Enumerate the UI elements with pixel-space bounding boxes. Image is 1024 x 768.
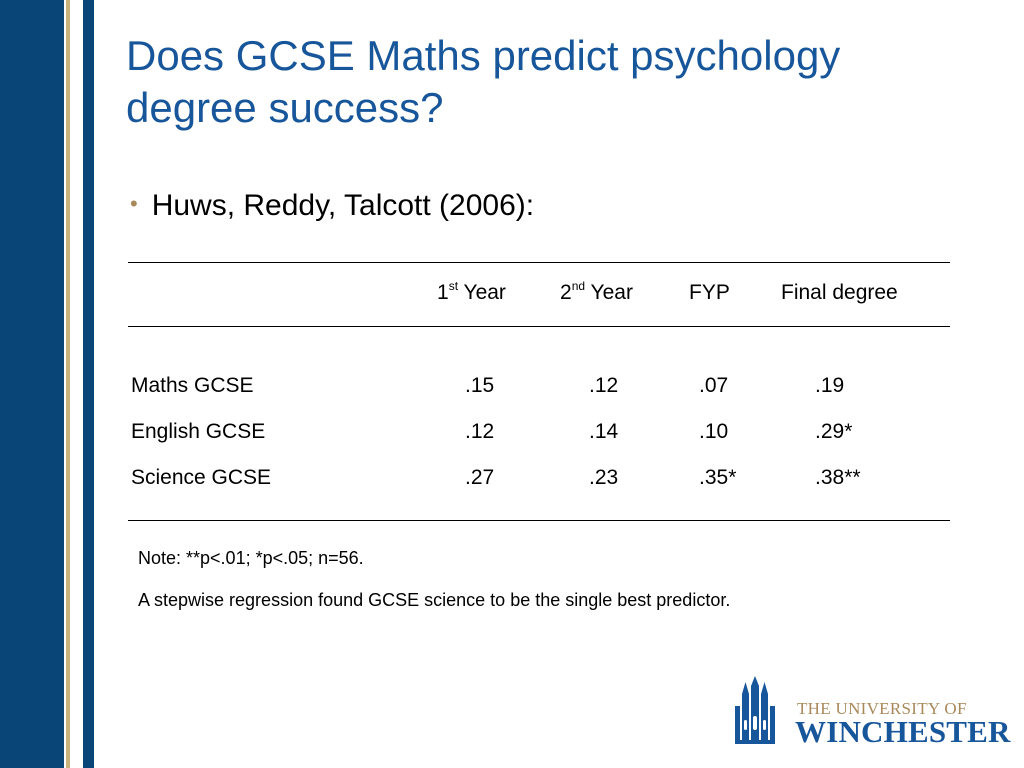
table-cell: .14 (589, 420, 619, 443)
left-band-gold (66, 0, 70, 768)
table-cell: .27 (465, 466, 495, 489)
slide-title: Does GCSE Maths predict psychology degre… (126, 32, 841, 131)
header-rest: Year (458, 281, 506, 304)
logo-text-winchester: WINCHESTER (795, 714, 1011, 749)
logo-text-university-of: THE UNIVERSITY OF (797, 699, 967, 718)
header-text: 2 (560, 281, 572, 304)
table-top-rule (128, 262, 950, 263)
header-text: FYP (689, 281, 730, 304)
bullet-item: • Huws, Reddy, Talcott (2006): (130, 186, 534, 228)
column-header-1st-year: 1st Year (437, 280, 506, 306)
row-label-english: English GCSE (131, 420, 266, 443)
left-band-blue (0, 0, 64, 768)
table-cell: .29* (815, 420, 853, 443)
header-sup: nd (571, 279, 586, 293)
table-cell: .35* (699, 466, 737, 489)
row-label-maths: Maths GCSE (131, 374, 254, 397)
left-band-blue-inner (83, 0, 94, 768)
table-header-rule (128, 326, 950, 327)
table-cell: .10 (699, 420, 729, 443)
note-significance: Note: **p<.01; *p<.05; n=56. (138, 548, 364, 568)
table-cell: .19 (815, 374, 845, 397)
column-header-final-degree: Final degree (781, 280, 898, 306)
header-rest: Year (585, 281, 633, 304)
note-regression: A stepwise regression found GCSE science… (138, 590, 731, 610)
table-cell: .07 (699, 374, 729, 397)
bullet-dot-icon: • (130, 191, 138, 216)
table-cell: .23 (589, 466, 619, 489)
table-bottom-rule (128, 520, 950, 521)
header-text: Final degree (781, 281, 898, 304)
table-cell: .12 (589, 374, 619, 397)
column-header-fyp: FYP (689, 280, 730, 306)
row-label-science: Science GCSE (131, 466, 272, 489)
table-cell: .38** (815, 466, 861, 489)
column-header-2nd-year: 2nd Year (560, 280, 633, 306)
left-band-white (70, 0, 83, 768)
university-cathedral-logo-icon (735, 676, 775, 744)
header-text: 1 (437, 281, 449, 304)
bullet-text: Huws, Reddy, Talcott (2006): (151, 189, 535, 222)
table-cell: .12 (465, 420, 495, 443)
header-sup: st (448, 279, 459, 293)
table-cell: .15 (465, 374, 495, 397)
